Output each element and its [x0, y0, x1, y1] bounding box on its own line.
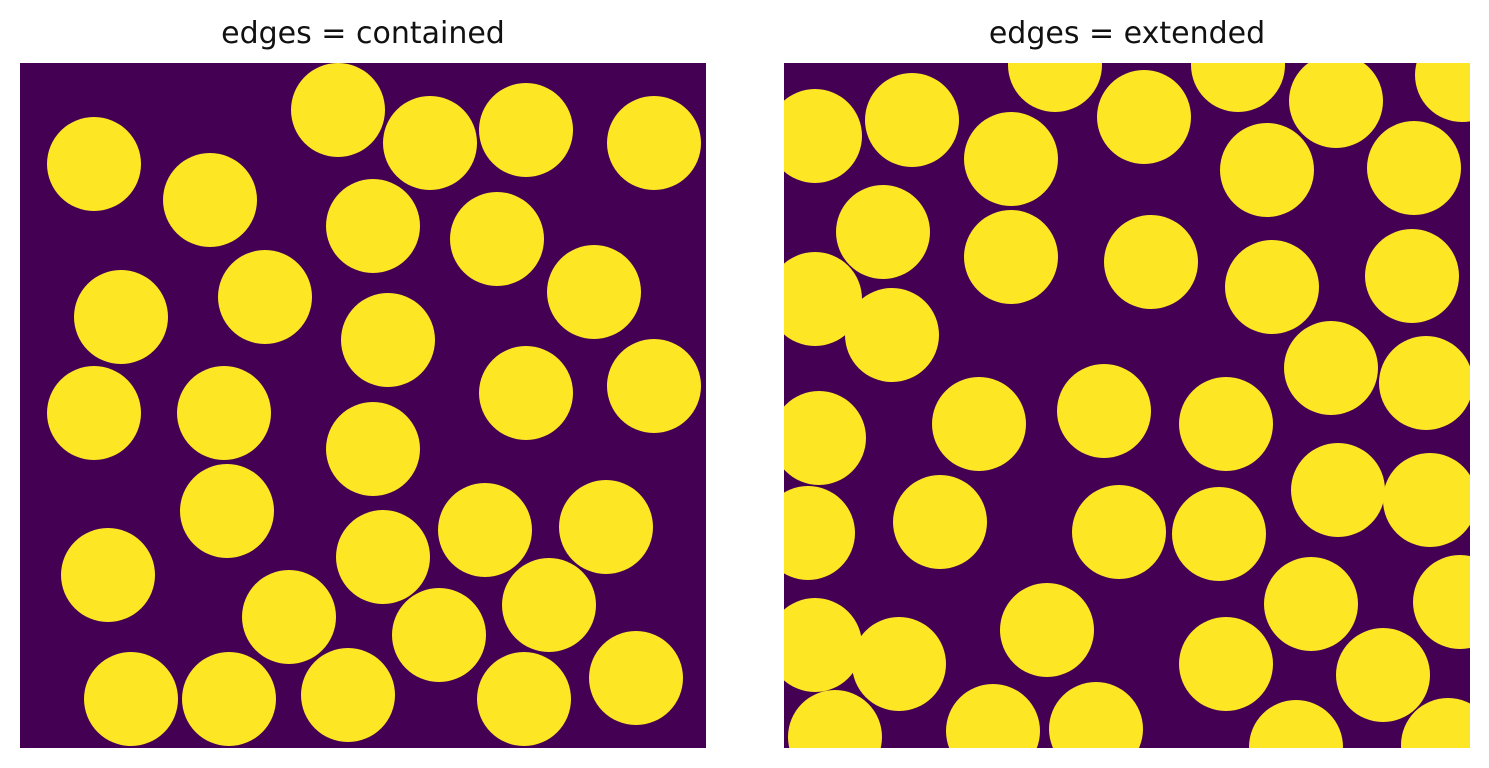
disk: [182, 652, 276, 746]
disk: [326, 179, 420, 273]
disk: [1415, 63, 1470, 122]
disk: [1383, 453, 1470, 547]
disk: [946, 684, 1040, 748]
disk: [1225, 240, 1319, 334]
disk: [547, 245, 641, 339]
disk: [301, 648, 395, 742]
disk: [47, 366, 141, 460]
disk: [242, 570, 336, 664]
disk: [1191, 63, 1285, 112]
disk: [845, 288, 939, 382]
disk: [84, 652, 178, 746]
disk: [218, 250, 312, 344]
disk: [1264, 557, 1358, 651]
disk: [438, 483, 532, 577]
disk: [1336, 628, 1430, 722]
disk: [450, 192, 544, 286]
disk: [1413, 555, 1470, 649]
disk: [932, 377, 1026, 471]
disk: [477, 652, 571, 746]
disk: [1284, 321, 1378, 415]
disk: [893, 475, 987, 569]
disk: [1379, 336, 1470, 430]
disk: [836, 185, 930, 279]
disk: [865, 73, 959, 167]
disk: [788, 690, 882, 748]
disk: [589, 631, 683, 725]
disk: [383, 96, 477, 190]
disk: [1179, 617, 1273, 711]
panel-title: edges = extended: [988, 16, 1266, 51]
disk: [47, 117, 141, 211]
disk: [784, 391, 866, 485]
disk: [964, 210, 1058, 304]
panel-title: edges = contained: [221, 16, 505, 51]
disk: [1008, 63, 1102, 112]
image-plot: [20, 63, 706, 748]
disk: [1401, 698, 1470, 748]
disk: [1104, 215, 1198, 309]
disk: [1072, 485, 1166, 579]
disk: [784, 598, 862, 692]
disk: [1049, 682, 1143, 748]
disk: [1179, 377, 1273, 471]
disk: [1367, 121, 1461, 215]
disk: [326, 402, 420, 496]
disk: [784, 486, 855, 580]
disk: [392, 588, 486, 682]
disk: [607, 96, 701, 190]
disk: [74, 270, 168, 364]
disk: [784, 89, 862, 183]
disk: [852, 617, 946, 711]
disk: [1057, 364, 1151, 458]
disk: [964, 112, 1058, 206]
image-plot: [784, 63, 1470, 748]
disk: [1220, 123, 1314, 217]
panel-contained: edges = contained: [18, 0, 708, 760]
disk: [607, 339, 701, 433]
disk: [291, 63, 385, 157]
disk: [784, 252, 862, 346]
disk: [1289, 63, 1383, 148]
disk-image: [20, 63, 706, 748]
disk: [177, 366, 271, 460]
disk: [559, 480, 653, 574]
disk-image: [784, 63, 1470, 748]
disk: [1172, 487, 1266, 581]
disk: [163, 153, 257, 247]
disk: [1365, 229, 1459, 323]
disk: [1097, 70, 1191, 164]
disk: [502, 558, 596, 652]
disk: [1249, 700, 1343, 748]
panel-extended: edges = extended: [782, 0, 1472, 760]
disk: [1291, 443, 1385, 537]
disk: [479, 83, 573, 177]
disk: [336, 510, 430, 604]
disk: [341, 293, 435, 387]
disk: [61, 528, 155, 622]
disk: [180, 464, 274, 558]
disk: [1000, 583, 1094, 677]
disk: [479, 346, 573, 440]
